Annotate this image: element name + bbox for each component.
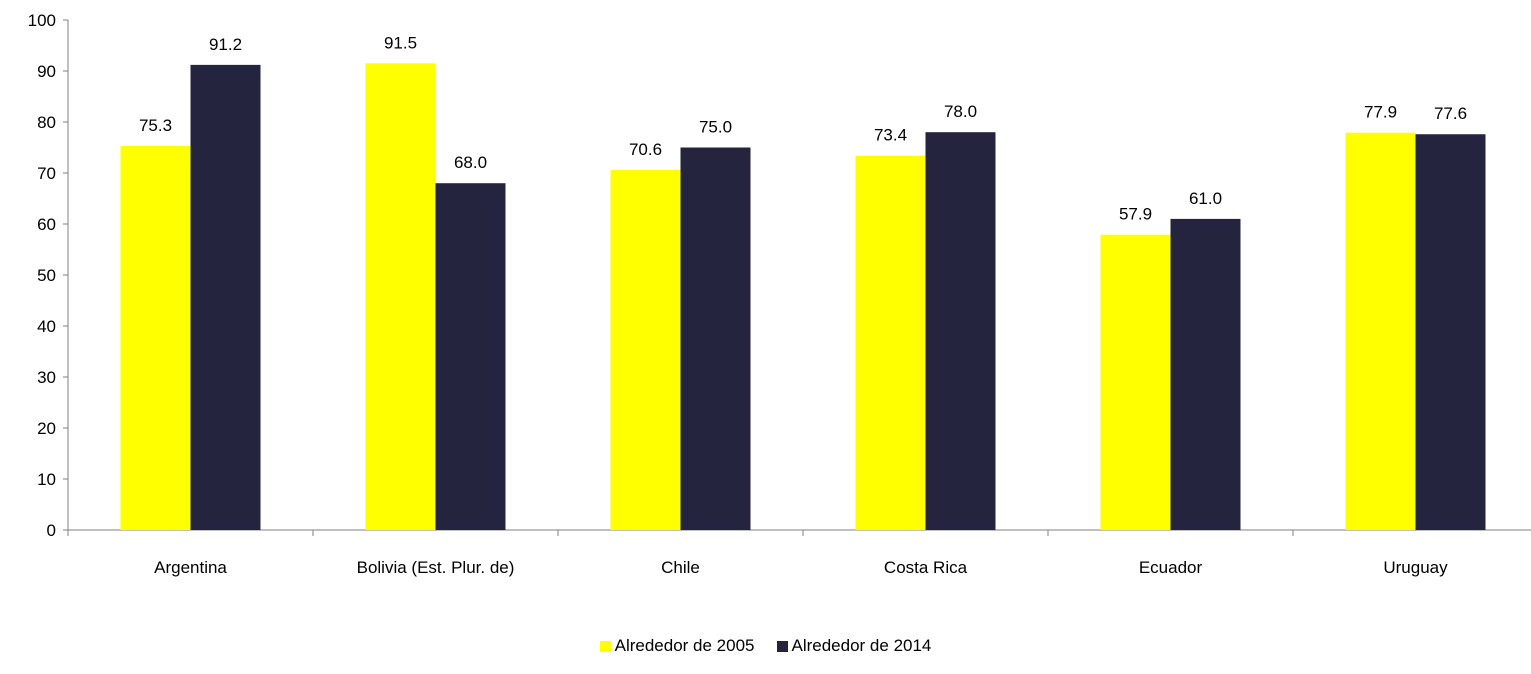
y-tick-label: 70 [37,164,56,183]
data-label-2005: 91.5 [384,33,417,52]
legend-item-2014: Alrededor de 2014 [776,636,932,656]
data-label-2014: 78.0 [944,102,977,121]
y-tick-label: 100 [28,11,56,30]
legend-swatch-2014 [776,640,788,652]
chart-data-labels: 75.3 91.2 91.5 68.0 70.6 75.0 73.4 78.0 57.9 61.0… [139,33,1467,223]
legend-label-2014: Alrededor de 2014 [791,636,932,655]
x-category-label: Uruguay [1383,558,1448,577]
data-label-2005: 77.9 [1364,103,1397,122]
data-label-2014: 91.2 [209,35,242,54]
data-label-2005: 75.3 [139,116,172,135]
bar-2005 [120,145,191,530]
chart-axes: 0 10 20 30 40 50 60 70 80 90 100 Argentina Bolivia (… [28,11,1531,577]
bar-2005 [365,63,436,530]
bar-2014 [1415,134,1486,531]
data-label-2014: 75.0 [699,118,732,137]
bar-2005 [1100,234,1171,530]
x-category-label: Chile [661,558,700,577]
y-tick-label: 30 [37,368,56,387]
y-tick-label: 60 [37,215,56,234]
bar-chart: 0 10 20 30 40 50 60 70 80 90 100 Argentina Bolivia (… [28,11,1531,577]
chart-bars [120,63,1486,531]
bar-2005 [855,155,926,530]
x-category-label: Ecuador [1139,558,1203,577]
y-tick-label: 50 [37,266,56,285]
y-tick-label: 90 [37,62,56,81]
legend-label-2005: Alrededor de 2005 [614,636,755,655]
y-tick-label: 20 [37,419,56,438]
data-label-2005: 57.9 [1119,205,1152,224]
bar-2014 [1170,218,1241,530]
data-label-2005: 70.6 [629,140,662,159]
y-tick-label: 80 [37,113,56,132]
bar-2005 [610,169,681,530]
legend-swatch-2005 [599,640,611,652]
data-label-2014: 68.0 [454,153,487,172]
x-category-label: Argentina [154,558,227,577]
y-tick-label: 40 [37,317,56,336]
y-tick-label: 10 [37,470,56,489]
chart-legend: Alrededor de 2005 Alrededor de 2014 [0,636,1531,656]
bar-2014 [190,64,261,530]
bar-2014 [925,132,996,530]
legend-item-2005: Alrededor de 2005 [599,636,755,656]
x-category-label: Bolivia (Est. Plur. de) [357,558,515,577]
data-label-2014: 77.6 [1434,104,1467,123]
bar-2014 [435,183,506,530]
data-label-2014: 61.0 [1189,189,1222,208]
x-category-label: Costa Rica [884,558,968,577]
bar-2005 [1345,132,1416,530]
bar-2014 [680,147,751,530]
y-tick-label: 0 [47,521,56,540]
data-label-2005: 73.4 [874,126,907,145]
